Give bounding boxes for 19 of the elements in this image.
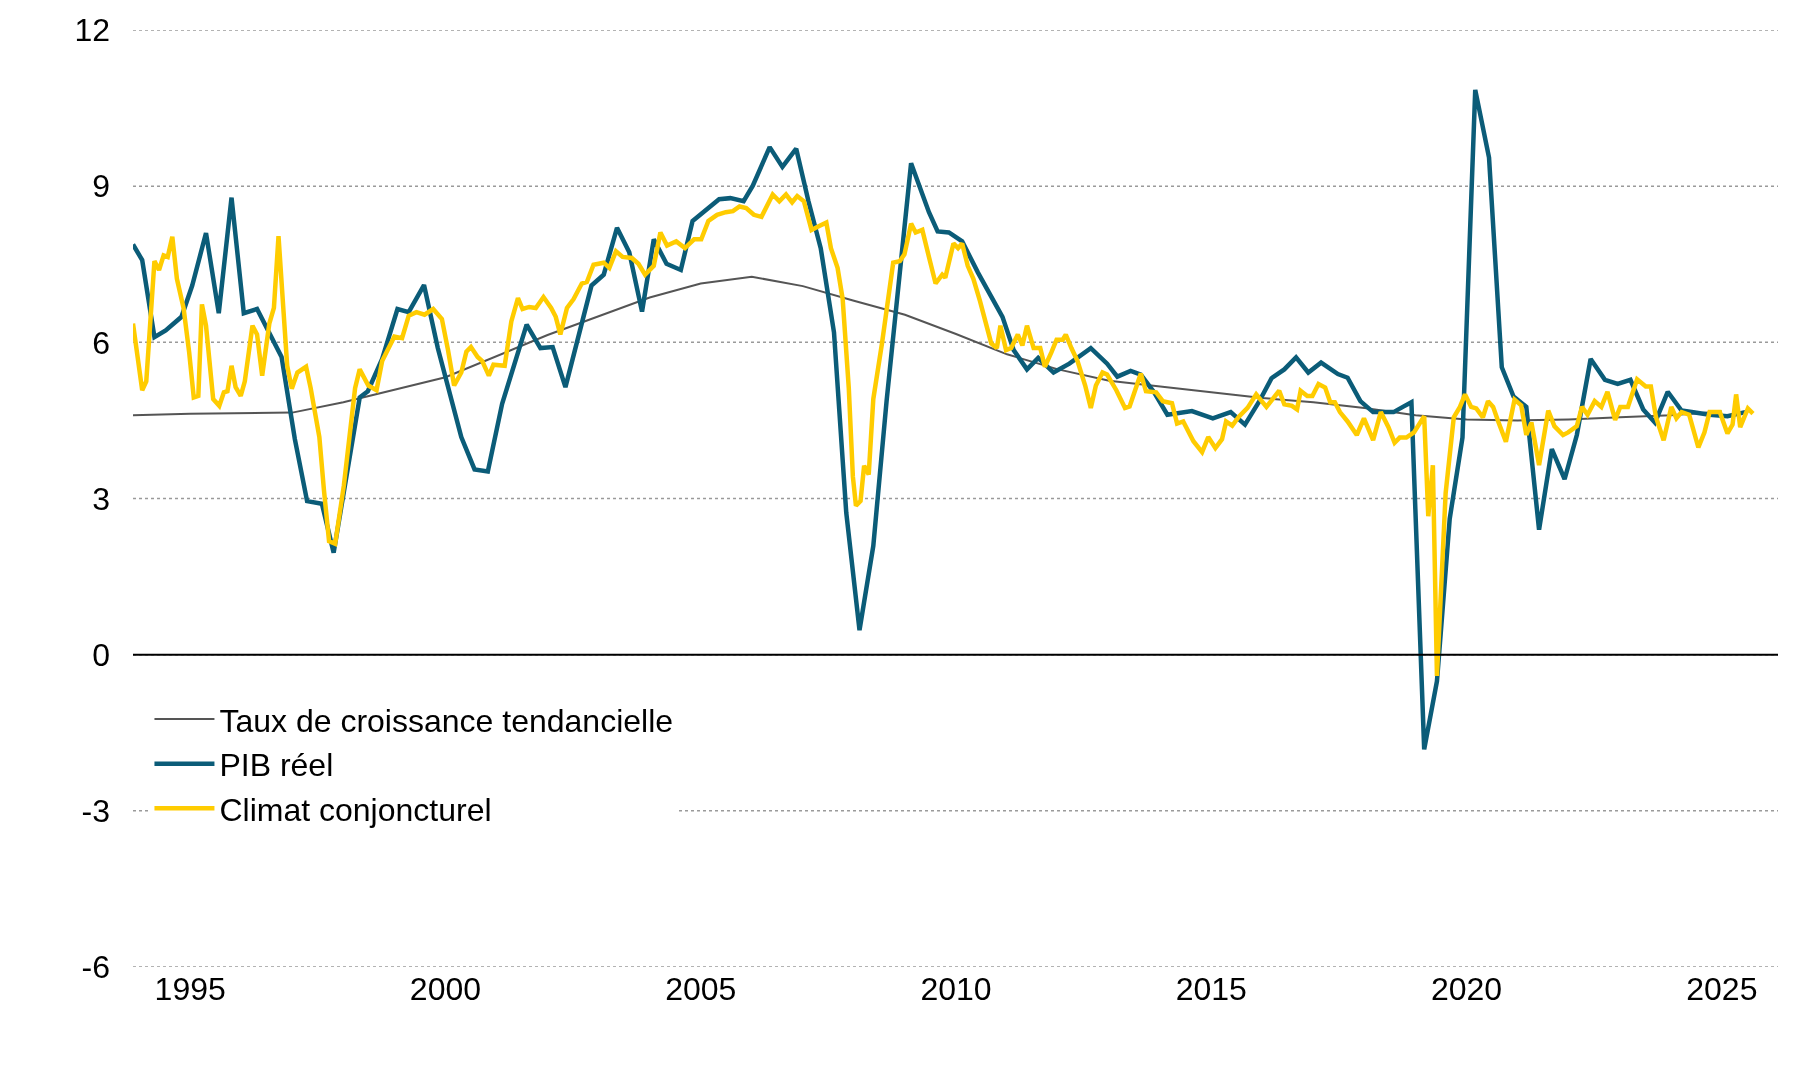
x-tick-label: 2010 bbox=[920, 971, 992, 1007]
y-tick-label: 3 bbox=[92, 480, 110, 517]
x-tick-label: 2020 bbox=[1430, 971, 1503, 1007]
x-tick-label: 2005 bbox=[665, 971, 737, 1007]
x-tick-label: 2015 bbox=[1175, 971, 1247, 1007]
x-tick-label: 1995 bbox=[154, 971, 226, 1007]
legend-label: PIB réel bbox=[219, 747, 334, 784]
y-tick-label: -6 bbox=[81, 949, 110, 986]
legend-label: Taux de croissance tendancielle bbox=[219, 702, 674, 739]
y-tick-label: 6 bbox=[92, 324, 110, 361]
line-series bbox=[133, 192, 1756, 679]
line-series bbox=[133, 87, 1748, 752]
y-tick-label: -3 bbox=[81, 793, 110, 830]
y-tick-label: 9 bbox=[92, 168, 110, 205]
legend-label: Climat conjoncturel bbox=[219, 791, 492, 828]
y-tick-label: 0 bbox=[92, 636, 110, 673]
x-tick-label: 2000 bbox=[409, 971, 482, 1007]
x-tick-label: 2025 bbox=[1686, 971, 1758, 1007]
y-tick-label: 12 bbox=[74, 12, 110, 49]
